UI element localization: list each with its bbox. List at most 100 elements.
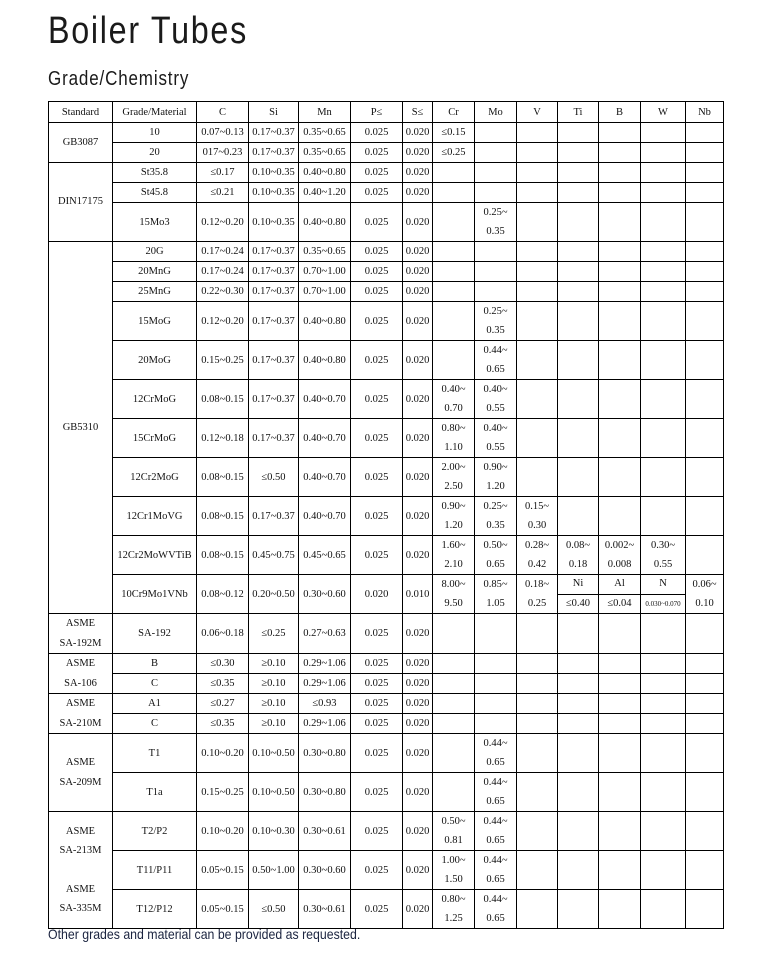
value-w [640, 653, 686, 674]
table-row: 25MnG 0.22~0.30 0.17~0.37 0.70~1.00 0.025 0.0… [49, 281, 724, 302]
value-c: 0.15~0.25 [196, 340, 249, 380]
value-mn: 0.40~0.70 [298, 496, 351, 536]
chemistry-table: Standard Grade/Material C Si Mn P≤ S≤ Cr Mo V Ti B W… [48, 101, 724, 929]
grade-cell: T2/P2 [112, 811, 197, 851]
value-nb [685, 693, 724, 714]
value-v [516, 772, 558, 812]
standard-labels: ASME SA-192M [50, 615, 112, 653]
value-mo: 0.44~ 0.65 [474, 889, 517, 929]
value-s: 0.020 [402, 713, 433, 734]
value-si: 0.17~0.37 [248, 261, 299, 282]
table-row: ASME SA-106 B ≤0.30 ≥0.10 0.29~1.06 0.025 0.02… [48, 653, 724, 694]
grade-cell: A1 [112, 693, 197, 714]
value-nb [685, 850, 724, 890]
value-b [598, 418, 641, 458]
value-mn: 0.40~0.80 [298, 162, 351, 183]
standard-label: ASME SA-335M [59, 883, 102, 915]
value-cr [432, 340, 475, 380]
value-si: 0.10~0.50 [248, 733, 299, 773]
value-nb [685, 496, 724, 536]
value-b [598, 281, 641, 302]
grade-cell: 15Mo3 [112, 202, 197, 242]
column-header: S≤ [402, 101, 433, 123]
grade-cell: 15CrMoG [112, 418, 197, 458]
value-v [516, 202, 558, 242]
table-row: ASME SA-209M T1 0.10~0.20 0.10~0.50 0.30~0.8… [48, 733, 724, 812]
value-ti [557, 889, 599, 929]
value-c: ≤0.35 [196, 673, 249, 694]
value-mo: 0.25~ 0.35 [474, 496, 517, 536]
value-w [640, 850, 686, 890]
value-s: 0.020 [402, 772, 433, 812]
value-cr [432, 301, 475, 341]
value-ti [557, 379, 599, 419]
footnote: Other grades and material can be provide… [48, 926, 361, 942]
value-p: 0.025 [350, 418, 403, 458]
value-p: 0.025 [350, 496, 403, 536]
value-w [640, 162, 686, 183]
value-nb: 0.06~ 0.10 [685, 574, 724, 614]
value-w [640, 340, 686, 380]
value-nb [685, 653, 724, 674]
standard-label: ASME SA-210M [59, 698, 102, 729]
table-row: 15Mo3 0.12~0.20 0.10~0.35 0.40~0.80 0.025 0.0… [49, 202, 724, 242]
value-p: 0.025 [350, 733, 403, 773]
grade-cell: T12/P12 [112, 889, 197, 929]
standard-labels: ASME SA-209M [50, 735, 112, 811]
value-mo [474, 281, 517, 302]
value-c: 0.05~0.15 [196, 889, 249, 929]
value-b [598, 122, 641, 143]
value-p: 0.025 [350, 182, 403, 203]
table-row: GB5310 20G 0.17~0.24 0.17~0.37 0.35~0.65 0.02… [48, 241, 724, 614]
value-ti [557, 281, 599, 302]
value-nb [685, 241, 724, 262]
value-ti [557, 457, 599, 497]
column-header: Standard [48, 101, 113, 123]
value-c: 0.10~0.20 [196, 811, 249, 851]
page-title: Boiler Tubes [48, 10, 248, 52]
value-ti: 0.08~ 0.18 [557, 535, 599, 575]
grade-cell: 10Cr9Mo1VNb [112, 574, 197, 614]
standard-labels: DIN17175 [50, 164, 112, 241]
value-ti [557, 142, 599, 163]
value-mo: 0.40~ 0.55 [474, 418, 517, 458]
grade-cell: T1a [112, 772, 197, 812]
value-p: 0.025 [350, 673, 403, 694]
value-w [640, 733, 686, 773]
value-mo: 0.44~ 0.65 [474, 811, 517, 851]
value-w [640, 889, 686, 929]
value-v [516, 162, 558, 183]
value-ti [557, 653, 599, 674]
value-si: ≥0.10 [248, 693, 299, 714]
value-v [516, 713, 558, 734]
value-mn: 0.35~0.65 [298, 241, 351, 262]
value-mn: 0.40~0.80 [298, 340, 351, 380]
value-b [598, 162, 641, 183]
table-row: GB3087 10 0.07~0.13 0.17~0.37 0.35~0.65 0.025… [48, 122, 724, 163]
value-cr: 1.00~ 1.50 [432, 850, 475, 890]
value-s: 0.020 [402, 301, 433, 341]
value-s: 0.020 [402, 162, 433, 183]
value-v [516, 457, 558, 497]
value-ti [557, 496, 599, 536]
value-nb [685, 457, 724, 497]
grade-cell: 12Cr2MoWVTiB [112, 535, 197, 575]
value-b [598, 241, 641, 262]
value-mo [474, 613, 517, 654]
value-ti [557, 261, 599, 282]
value-nb [685, 162, 724, 183]
value-v [516, 301, 558, 341]
value-v [516, 733, 558, 773]
value-b [598, 850, 641, 890]
value-b [598, 142, 641, 163]
column-header: C [196, 101, 249, 123]
value-w [640, 241, 686, 262]
value-si: 0.17~0.37 [248, 241, 299, 262]
value-s: 0.020 [402, 693, 433, 714]
table-row: 15MoG 0.12~0.20 0.17~0.37 0.40~0.80 0.025 0.0… [49, 301, 724, 341]
value-si: 0.50~1.00 [248, 850, 299, 890]
value-s: 0.020 [402, 496, 433, 536]
table-row: T11/P11 0.05~0.15 0.50~1.00 0.30~0.60 0.025 0… [49, 850, 724, 890]
value-cr: 0.90~ 1.20 [432, 496, 475, 536]
value-s: 0.020 [402, 142, 433, 163]
